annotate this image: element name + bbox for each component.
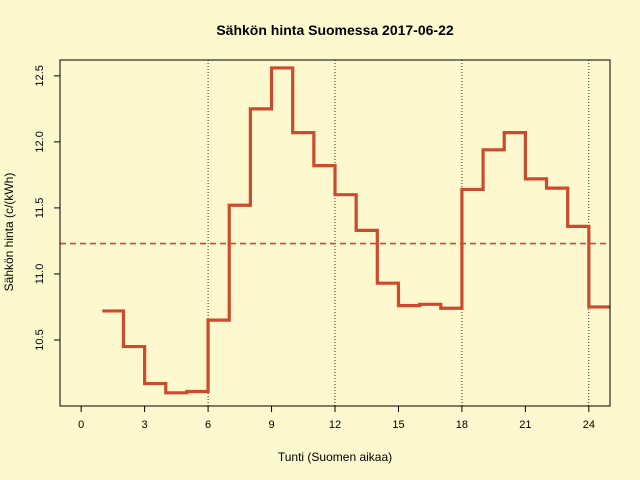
x-tick-label-18: 18 — [456, 419, 468, 431]
y-tick-label-12: 12.0 — [34, 131, 46, 152]
x-tick-label-3: 3 — [142, 419, 148, 431]
price-step-line — [102, 66, 610, 395]
x-tick-label-12: 12 — [329, 419, 341, 431]
chart-title: Sähkön hinta Suomessa 2017-06-22 — [216, 22, 454, 38]
x-axis-label: Tunti (Suomen aikaa) — [278, 450, 392, 464]
x-tick-label-9: 9 — [268, 419, 274, 431]
plot-area: 0 3 6 9 12 15 18 21 24 10.5 11.0 11.5 12.0 12.5 — [34, 59, 611, 431]
x-tick-label-0: 0 — [78, 419, 84, 431]
y-tick-label-10.5: 10.5 — [34, 329, 46, 350]
x-tick-label-6: 6 — [205, 419, 211, 431]
x-tick-label-24: 24 — [583, 419, 595, 431]
x-tick-label-15: 15 — [392, 419, 404, 431]
y-tick-label-12.5: 12.5 — [34, 65, 46, 86]
y-axis-label: Sähkön hinta (c/(kWh) — [2, 173, 16, 292]
y-tick-label-11: 11.0 — [34, 264, 46, 285]
x-tick-label-21: 21 — [519, 419, 531, 431]
y-tick-label-11.5: 11.5 — [34, 198, 46, 219]
